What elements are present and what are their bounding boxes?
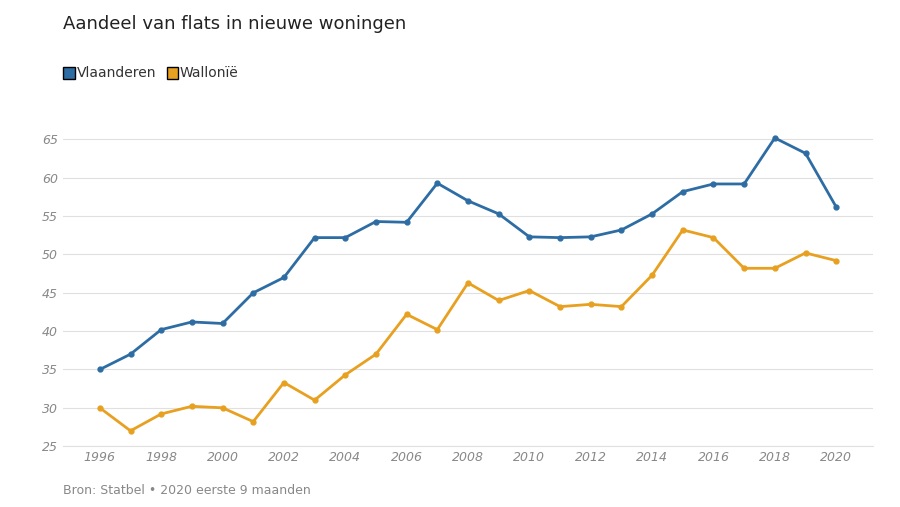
Text: Wallonïë: Wallonïë — [180, 66, 238, 80]
Text: Aandeel van flats in nieuwe woningen: Aandeel van flats in nieuwe woningen — [63, 15, 406, 33]
Text: Vlaanderen: Vlaanderen — [76, 66, 156, 80]
Text: Bron: Statbel • 2020 eerste 9 maanden: Bron: Statbel • 2020 eerste 9 maanden — [63, 484, 310, 497]
